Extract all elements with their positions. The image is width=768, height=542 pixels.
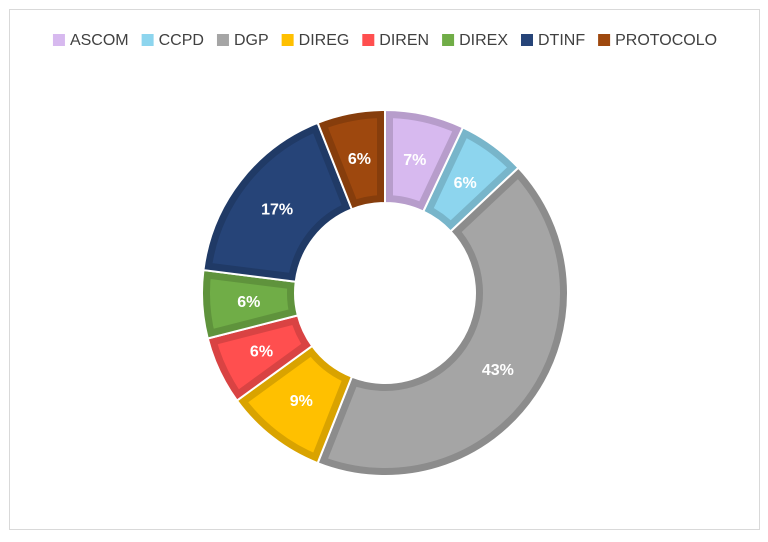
legend-swatch <box>281 34 294 46</box>
legend-item: DIREX <box>442 32 508 49</box>
legend-label: DGP <box>234 32 269 49</box>
legend-item: DGP <box>216 32 269 49</box>
legend-item: ASCOM <box>52 32 129 49</box>
data-label: 6% <box>454 175 477 192</box>
legend-label: CCPD <box>159 32 204 49</box>
legend-swatch <box>442 34 455 46</box>
legend-label: DIREG <box>299 32 350 49</box>
legend-swatch <box>52 34 65 46</box>
legend-label: DIREX <box>459 32 508 49</box>
legend-swatch <box>598 34 611 46</box>
segment-gap <box>316 108 386 211</box>
legend-swatch <box>520 34 533 46</box>
data-label: 43% <box>482 362 514 379</box>
legend: ASCOM CCPD DGP DIREG DIREN DIREX DTINF PROTOCOL… <box>52 32 717 49</box>
legend-item: CCPD <box>141 32 204 49</box>
legend-item: DTINF <box>520 32 585 49</box>
legend-label: DIREN <box>379 32 429 49</box>
legend-item: PROTOCOLO <box>598 32 717 49</box>
data-label: 7% <box>403 152 426 169</box>
data-label: 6% <box>237 294 260 311</box>
data-label: 6% <box>348 151 371 168</box>
legend-label: ASCOM <box>70 32 129 49</box>
legend-label: PROTOCOLO <box>615 32 717 49</box>
legend-swatch <box>141 34 154 46</box>
legend-label: DTINF <box>538 32 585 49</box>
data-label: 17% <box>261 202 293 219</box>
data-label: 9% <box>290 393 313 410</box>
legend-item: DIREN <box>362 32 429 49</box>
data-label: 6% <box>250 343 273 360</box>
legend-swatch <box>216 34 229 46</box>
segment-gap <box>202 121 354 283</box>
legend-swatch <box>362 34 375 46</box>
legend-item: DIREG <box>281 32 350 49</box>
segment-gap <box>316 166 569 477</box>
